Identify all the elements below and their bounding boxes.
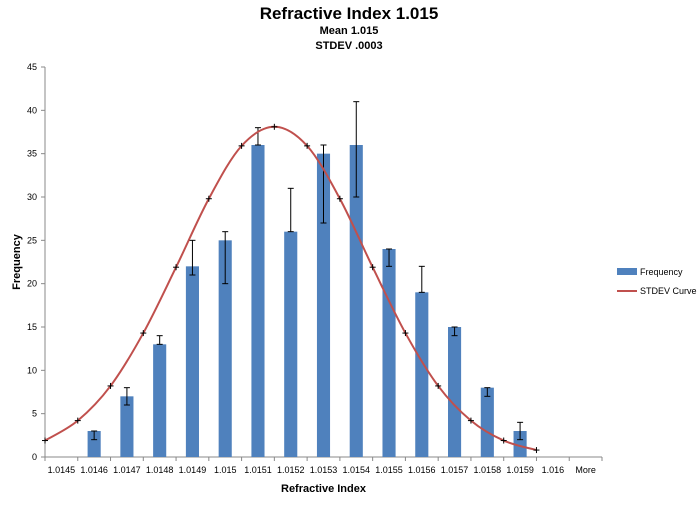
chart-title: Refractive Index 1.015 [259,4,439,23]
bar [382,249,396,457]
x-tick-label: 1.0146 [80,465,108,475]
x-axis-title: Refractive Index [281,483,367,495]
x-tick-label: 1.0153 [310,465,338,475]
y-tick-label: 45 [27,62,37,72]
bar [513,431,527,457]
x-tick-label: 1.0149 [179,465,207,475]
legend-swatch-frequency [617,268,637,275]
bar [251,145,265,457]
chart-subtitle-stdev: STDEV .0003 [315,40,383,52]
x-tick-label: More [575,465,596,475]
bar [415,292,429,457]
x-tick-label: 1.0151 [244,465,272,475]
x-tick-label: 1.0154 [342,465,370,475]
x-tick-label: 1.0145 [48,465,76,475]
x-tick-label: 1.0156 [408,465,436,475]
y-tick-label: 10 [27,365,37,375]
bar [153,344,167,457]
y-tick-label: 20 [27,279,37,289]
y-tick-label: 40 [27,105,37,115]
x-tick-label: 1.015 [214,465,237,475]
bar [218,240,232,457]
x-tick-label: 1.0147 [113,465,141,475]
y-tick-label: 5 [32,409,37,419]
y-tick-label: 0 [32,452,37,462]
x-tick-label: 1.016 [542,465,565,475]
y-tick-label: 25 [27,235,37,245]
chart-subtitle-mean: Mean 1.015 [319,25,379,37]
legend-label-stdev-curve: STDEV Curve [640,286,697,296]
bar [316,153,331,457]
stdev-curve-line [44,125,537,452]
y-tick-label: 15 [27,322,37,332]
x-tick-label: 1.0148 [146,465,174,475]
y-tick-label: 30 [27,192,37,202]
x-tick-label: 1.0157 [441,465,469,475]
y-tick-label: 35 [27,149,37,159]
x-tick-label: 1.0159 [506,465,534,475]
bar [185,266,199,457]
x-tick-label: 1.0158 [474,465,502,475]
bar [120,396,134,457]
x-tick-label: 1.0152 [277,465,305,475]
y-axis-title: Frequency [11,233,23,290]
x-tick-label: 1.0155 [375,465,403,475]
bar [284,231,298,457]
bar [448,327,462,457]
bar [480,387,494,457]
bar [87,431,101,457]
legend-label-frequency: Frequency [640,267,683,277]
